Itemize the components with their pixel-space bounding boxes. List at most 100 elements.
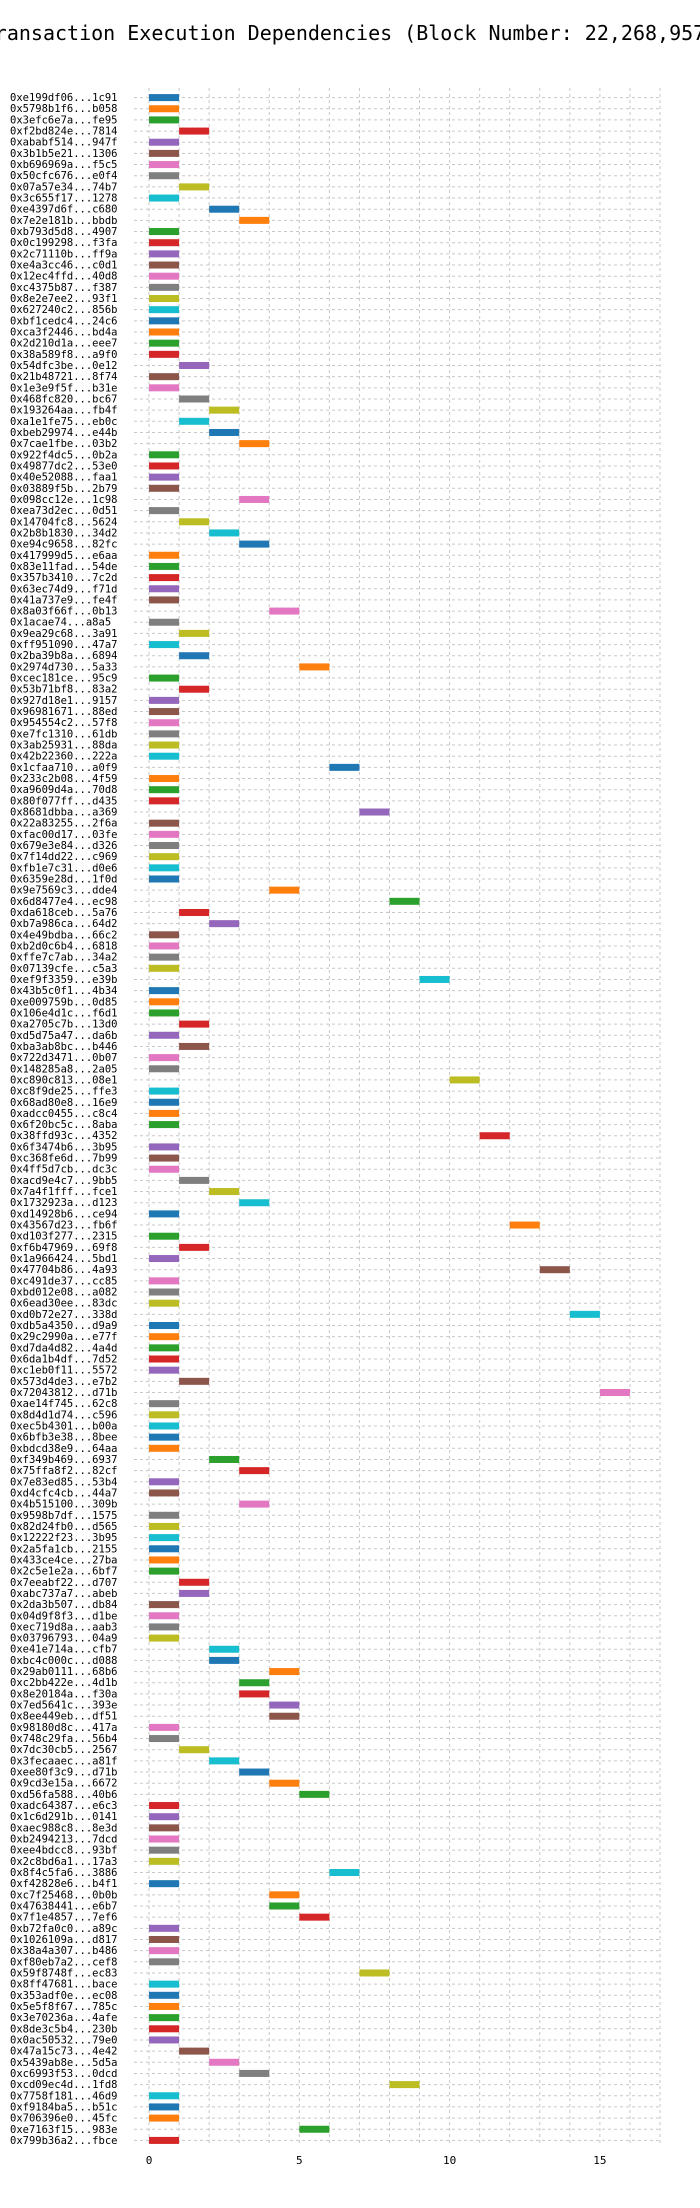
y-tick-label: 0x2b8b1830...34d2 (10, 527, 117, 539)
y-tick-label: 0x106e4d1c...f6d1 (10, 1007, 117, 1019)
bar (209, 428, 240, 436)
bar (149, 562, 180, 570)
y-tick-label: 0x3ab25931...88da (10, 740, 117, 752)
y-tick-label: 0x4ff5d7cb...dc3c (10, 1164, 117, 1176)
bar (149, 1567, 180, 1575)
y-tick-label: 0x8d4d1d74...c596 (10, 1409, 117, 1421)
y-tick-label: 0x38ffd93c...4352 (10, 1130, 117, 1142)
bar (419, 975, 450, 983)
bar (149, 1880, 180, 1888)
bar (239, 440, 270, 448)
bar (149, 1735, 180, 1743)
bar (149, 1612, 180, 1620)
bar (149, 942, 180, 950)
bar (149, 116, 180, 124)
y-tick-label: 0x6bfb3e38...8bee (10, 1432, 117, 1444)
bar (209, 1757, 240, 1765)
bar (149, 1098, 180, 1106)
bar (149, 1299, 180, 1307)
bar (209, 1645, 240, 1653)
bar (599, 1388, 630, 1396)
y-tick-label: 0x1cfaa710...a0f9 (10, 762, 117, 774)
bar (149, 752, 180, 760)
y-tick-label: 0x357b3410...7c2d (10, 572, 117, 584)
y-tick-label: 0x8de3c5b4...230b (10, 2023, 117, 2035)
y-tick-label: 0x75ffa8f2...82cf (10, 1465, 117, 1477)
bar (149, 384, 180, 392)
y-tick-label: 0x2ba39b8a...6894 (10, 650, 117, 662)
bar (149, 1165, 180, 1173)
bar (149, 618, 180, 626)
bar (149, 953, 180, 961)
bar (449, 1076, 480, 1084)
y-tick-label: 0x7cae1fbe...03b2 (10, 438, 117, 450)
y-tick-label: 0x927d18e1...9157 (10, 695, 117, 707)
y-tick-label: 0xdb5a4350...d9a9 (10, 1320, 117, 1332)
bar (509, 1221, 540, 1229)
bar (149, 819, 180, 827)
bar (149, 1835, 180, 1843)
y-tick-label: 0x9598b7df...1575 (10, 1510, 117, 1522)
bar (209, 529, 240, 537)
y-tick-label: 0x6f3474b6...3b95 (10, 1141, 117, 1153)
y-tick-label: 0x98180d8c...417a (10, 1722, 117, 1734)
bar (149, 2014, 180, 2022)
y-tick-labels: 0xe199df06...1c910x5798b1f6...b0580x3efc… (10, 92, 117, 2147)
y-tick-label: 0x49877dc2...53e0 (10, 460, 117, 472)
bar (149, 987, 180, 995)
bar (239, 1199, 270, 1207)
y-tick-label: 0xd56fa588...40b6 (10, 1789, 117, 1801)
bar (149, 261, 180, 269)
bar (149, 574, 180, 582)
y-tick-label: 0x47a15c73...4e42 (10, 2046, 117, 2058)
y-tick-label: 0xbc4c000c...d088 (10, 1655, 117, 1667)
x-tick-labels: 0 5 10 15 (146, 2154, 607, 2167)
y-tick-label: 0xb2494213...7dcd (10, 1834, 117, 1846)
y-tick-label: 0xca3f2446...bd4a (10, 327, 117, 339)
y-tick-label: 0xcec181ce...95c9 (10, 673, 117, 685)
bar (149, 105, 180, 113)
y-tick-label: 0x8a03f66f...0b13 (10, 606, 117, 618)
bar (149, 350, 180, 358)
y-tick-label: 0x80f077ff...d435 (10, 795, 117, 807)
bar (209, 920, 240, 928)
y-tick-label: 0x29c2990a...e77f (10, 1331, 117, 1343)
y-tick-label: 0xe199df06...1c91 (10, 92, 117, 104)
bar (149, 1534, 180, 1542)
y-tick-label: 0xf9184ba5...b51c (10, 2101, 117, 2113)
y-tick-label: 0x0c199298...f3fa (10, 237, 117, 249)
bar (149, 328, 180, 336)
y-tick-label: 0x7ed5641c...393e (10, 1700, 117, 1712)
y-tick-label: 0x29ab0111...68b6 (10, 1666, 117, 1678)
y-tick-label: 0x6359e28d...1f0d (10, 873, 117, 885)
y-tick-label: 0xadc64387...e6c3 (10, 1800, 117, 1812)
bar (149, 1813, 180, 1821)
bar (269, 1701, 300, 1709)
y-tick-label: 0x72043812...d71b (10, 1387, 117, 1399)
y-tick-label: 0xfb1e7c31...d0e6 (10, 862, 117, 874)
y-tick-label: 0xababf514...947f (10, 137, 117, 149)
y-tick-label: 0xc491de37...cc85 (10, 1275, 117, 1287)
y-tick-label: 0xd5d75a47...da6b (10, 1030, 117, 1042)
bar (149, 1009, 180, 1017)
bar (149, 741, 180, 749)
y-tick-label: 0x7f14dd22...c969 (10, 851, 117, 863)
bar (149, 1411, 180, 1419)
bar (269, 1779, 300, 1787)
y-tick-label: 0xe4397d6f...c680 (10, 204, 117, 216)
y-tick-label: 0x3efc6e7a...fe95 (10, 114, 117, 126)
y-tick-label: 0xc2bb422e...4d1b (10, 1677, 117, 1689)
bar (299, 1790, 330, 1798)
y-tick-label: 0x47638441...e6b7 (10, 1900, 117, 1912)
y-tick-label: 0xe009759b...0d85 (10, 996, 117, 1008)
bar (149, 1154, 180, 1162)
bar (149, 1210, 180, 1218)
bar (149, 964, 180, 972)
y-tick-label: 0x59f8748f...ec83 (10, 1967, 117, 1979)
y-tick-label: 0xee4bdcc8...93bf (10, 1845, 117, 1857)
bar (149, 1924, 180, 1932)
bar (149, 1109, 180, 1117)
y-tick-label: 0xf80eb7a2...cef8 (10, 1956, 117, 1968)
bar (179, 1746, 210, 1754)
